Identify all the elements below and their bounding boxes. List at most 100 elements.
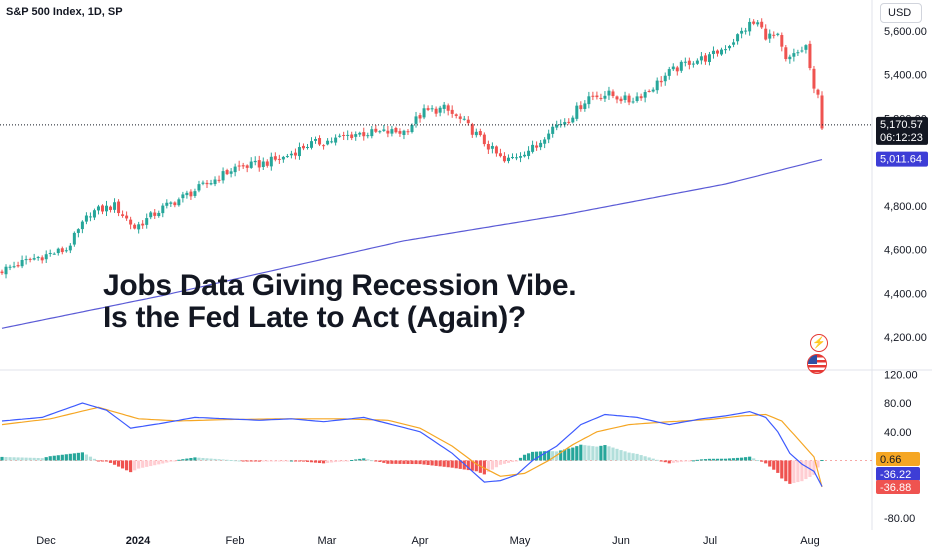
candle-body <box>289 153 293 156</box>
macd-histogram-bar <box>679 460 683 462</box>
candle-body <box>711 50 715 55</box>
macd-histogram-bar <box>297 460 302 462</box>
moving-average-line <box>1 159 823 329</box>
macd-histogram-bar <box>217 459 221 461</box>
candle-body <box>173 202 177 206</box>
macd-histogram-bar <box>269 460 273 462</box>
candle-body <box>60 248 64 253</box>
candle-body <box>494 146 498 154</box>
macd-histogram-bar <box>141 460 145 468</box>
macd-line <box>1 402 823 487</box>
candle-body <box>458 116 462 119</box>
candle-body <box>639 96 643 99</box>
candle-body <box>334 137 338 143</box>
macd-histogram-bar <box>760 460 764 462</box>
candle-body <box>48 252 52 254</box>
candle-body <box>740 30 744 34</box>
candle-body <box>88 216 92 218</box>
candle-body <box>80 221 84 230</box>
macd-histogram-bar <box>591 446 595 461</box>
candle-body <box>498 153 502 157</box>
macd-histogram-bar <box>510 460 515 462</box>
candle-body <box>117 201 121 214</box>
candle-body <box>728 45 732 49</box>
candle-body <box>0 271 4 274</box>
macd-histogram-bar <box>44 457 48 461</box>
candle-body <box>760 21 764 28</box>
macd-histogram-bar <box>615 448 619 461</box>
candle-body <box>24 259 28 261</box>
candle-body <box>579 105 583 110</box>
macd-histogram-bar <box>52 455 56 461</box>
macd-histogram-bar <box>703 459 708 461</box>
macd-histogram-bar <box>707 458 712 461</box>
candle-body <box>269 156 273 167</box>
candle-body <box>402 130 406 135</box>
macd-histogram-bar <box>406 460 410 464</box>
candle-body <box>12 266 16 268</box>
macd-histogram-bar <box>422 460 426 465</box>
macd-histogram-bar <box>257 460 261 462</box>
macd-histogram-bar <box>595 446 599 461</box>
macd-histogram-bar <box>639 455 643 461</box>
candle-body <box>414 116 418 124</box>
macd-histogram-bar <box>325 460 330 463</box>
candle-body <box>595 95 599 98</box>
macd-histogram-bar <box>454 460 458 469</box>
macd-histogram-bar <box>56 455 60 461</box>
candle-body <box>229 171 233 174</box>
macd-histogram-bar <box>635 453 639 461</box>
macd-layer <box>0 402 872 488</box>
candle-body <box>233 166 237 173</box>
candle-body <box>691 63 695 65</box>
candle-body <box>607 90 611 96</box>
lightning-bolt-icon[interactable]: ⚡ <box>810 334 828 352</box>
macd-histogram-bar <box>305 460 310 462</box>
macd-histogram-bar <box>181 459 185 461</box>
macd-histogram-bar <box>498 460 503 465</box>
candle-body <box>241 165 245 167</box>
candle-body <box>531 144 535 152</box>
macd-histogram-bar <box>358 458 362 461</box>
candle-body <box>736 34 740 42</box>
candle-body <box>40 257 44 261</box>
macd-histogram-bar <box>535 451 539 461</box>
macd-histogram-bar <box>418 460 422 465</box>
time-axis-label: Jun <box>612 535 630 547</box>
macd-histogram-bar <box>631 453 635 461</box>
candle-body <box>137 224 141 230</box>
macd-histogram-bar <box>804 460 808 480</box>
price-tick-label: 4,600.00 <box>884 245 927 257</box>
candle-body <box>567 121 571 123</box>
candle-body <box>559 124 563 126</box>
candle-body <box>478 131 482 136</box>
macd-histogram-bar <box>24 457 28 461</box>
candle-body <box>277 158 281 160</box>
macd-histogram-bar <box>125 460 129 471</box>
macd-histogram-bar <box>237 460 241 462</box>
macd-histogram-bar <box>430 460 434 466</box>
macd-histogram-bar <box>153 460 157 466</box>
signal-value-label: -36.88 <box>880 482 911 494</box>
macd-tick-label: -80.00 <box>884 513 915 525</box>
candle-body <box>410 124 414 133</box>
macd-histogram-bar <box>133 460 137 471</box>
candle-body <box>804 45 808 50</box>
candle-body <box>52 253 56 255</box>
candlestick-layer <box>0 18 824 279</box>
currency-button[interactable]: USD <box>880 3 922 23</box>
price-tick-label: 5,400.00 <box>884 70 927 82</box>
headline-line-2: Is the Fed Late to Act (Again)? <box>103 301 526 334</box>
candle-body <box>141 223 145 226</box>
us-flag-icon[interactable] <box>807 354 827 374</box>
candle-body <box>599 97 603 99</box>
time-axis-label: 2024 <box>126 535 151 547</box>
last-price-label: 5,170.57 <box>880 119 923 131</box>
macd-histogram-bar <box>165 460 169 463</box>
macd-histogram-bar <box>740 457 744 461</box>
macd-histogram-bar <box>145 460 149 467</box>
candle-body <box>539 142 543 148</box>
candle-body <box>699 56 703 61</box>
